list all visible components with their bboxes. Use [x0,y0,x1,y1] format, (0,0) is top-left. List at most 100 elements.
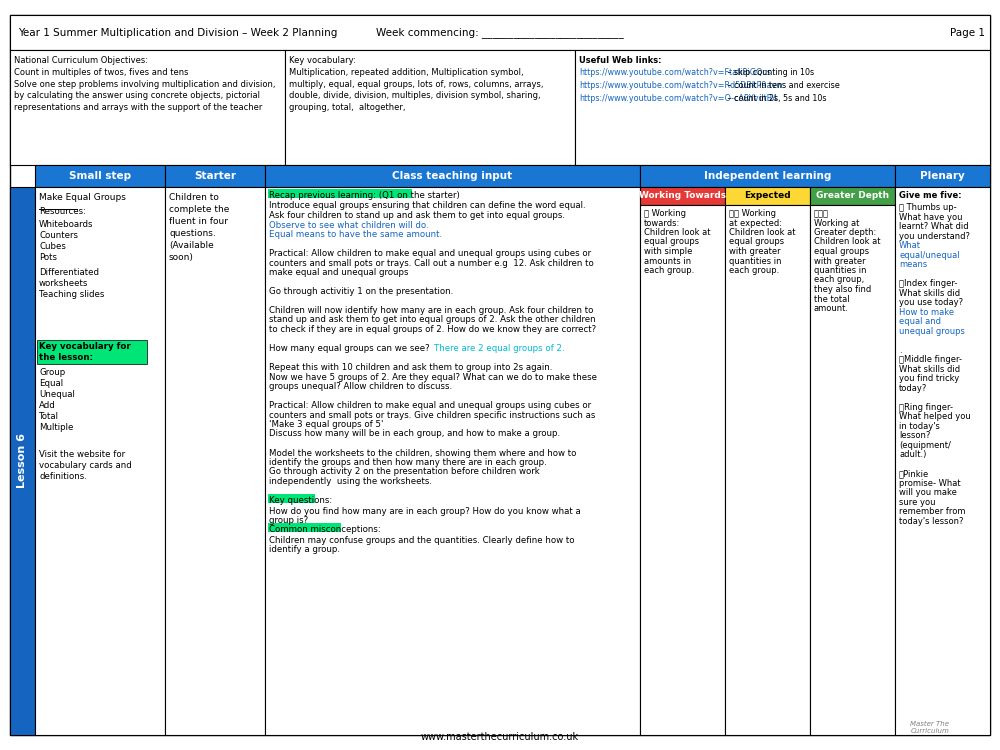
Text: – count in 2s, 5s and 10s: – count in 2s, 5s and 10s [725,94,827,103]
Bar [10,50,285,165]
Bar [268,188,412,198]
Text: Go through activity 2 on the presentation before children work: Go through activity 2 on the presentatio… [269,467,540,476]
Text: stand up and ask them to get into equal groups of 2. Ask the other children: stand up and ask them to get into equal … [269,316,596,325]
Text: each group,: each group, [814,275,864,284]
Bar [895,165,990,187]
Text: identify the groups and then how many there are in each group.: identify the groups and then how many th… [269,458,547,467]
Text: Model the worksheets to the children, showing them where and how to: Model the worksheets to the children, sh… [269,448,576,458]
Text: What have you: What have you [899,213,962,222]
Text: identify a group.: identify a group. [269,545,340,554]
Text: Unequal: Unequal [39,390,75,399]
Text: equal groups: equal groups [814,247,869,256]
Text: There are 2 equal groups of 2.: There are 2 equal groups of 2. [434,344,565,353]
Text: Starter: Starter [194,171,236,181]
Text: Resources:: Resources: [39,207,86,216]
Text: How do you find how many are in each group? How do you know what a: How do you find how many are in each gro… [269,506,581,515]
Bar [268,494,315,502]
Text: fluent in four: fluent in four [169,217,228,226]
Text: – count in tens and exercise: – count in tens and exercise [725,81,840,90]
Text: Lesson 6: Lesson 6 [17,433,27,488]
Text: Key questions:: Key questions: [269,496,332,505]
Text: 🧤Middle finger-: 🧤Middle finger- [899,356,962,364]
Text: Repeat this with 10 children and ask them to group into 2s again.: Repeat this with 10 children and ask the… [269,363,552,372]
Text: each group.: each group. [729,266,779,275]
Text: will you make: will you make [899,488,957,497]
Text: remember from: remember from [899,507,966,516]
Text: Children look at: Children look at [644,228,710,237]
Text: Greater depth:: Greater depth: [814,228,876,237]
Text: What skills did: What skills did [899,289,960,298]
Text: ⭐⭐⭐: ⭐⭐⭐ [814,209,829,218]
Text: Children look at: Children look at [729,228,796,237]
Text: lesson?: lesson? [899,431,930,440]
Text: vocabulary cards and: vocabulary cards and [39,461,132,470]
Text: in today's: in today's [899,422,940,430]
Text: complete the: complete the [169,205,229,214]
Text: Practical: Allow children to make equal and unequal groups using cubes or: Practical: Allow children to make equal … [269,401,591,410]
Bar [895,187,990,735]
Text: today's lesson?: today's lesson? [899,517,964,526]
Text: amount.: amount. [814,304,849,313]
Text: Cubes: Cubes [39,242,66,251]
Text: today?: today? [899,384,927,393]
Text: Observe to see what children will do.: Observe to see what children will do. [269,220,429,230]
Text: amounts in: amounts in [644,256,691,265]
Text: make equal and unequal groups: make equal and unequal groups [269,268,409,277]
Text: Children to: Children to [169,193,219,202]
Text: Make Equal Groups: Make Equal Groups [39,193,126,202]
Text: soon): soon) [169,253,194,262]
Text: Master The
Curriculum: Master The Curriculum [910,721,950,734]
Text: Year 1 Summer Multiplication and Division – Week 2 Planning: Year 1 Summer Multiplication and Divisio… [18,28,337,38]
Bar [810,187,895,205]
Bar [265,165,640,187]
Text: Independent learning: Independent learning [704,171,831,181]
Bar [35,165,165,187]
Text: unequal groups: unequal groups [899,327,965,336]
Text: quantities in: quantities in [814,266,866,275]
Text: Introduce equal groups ensuring that children can define the word equal.: Introduce equal groups ensuring that chi… [269,202,586,211]
Text: Give me five:: Give me five: [899,191,962,200]
Text: Week commencing: ___________________________: Week commencing: _______________________… [376,28,624,38]
Text: Add: Add [39,401,56,410]
Text: counters and small pots or trays. Call out a number e.g  12. Ask children to: counters and small pots or trays. Call o… [269,259,594,268]
Text: adult.): adult.) [899,450,926,459]
Text: Working Towards: Working Towards [639,191,726,200]
Text: Key vocabulary:
Multiplication, repeated addition, Multiplication symbol,
multip: Key vocabulary: Multiplication, repeated… [289,56,544,112]
Text: Practical: Allow children to make equal and unequal groups using cubes or: Practical: Allow children to make equal … [269,249,591,258]
Text: What skills did: What skills did [899,364,960,374]
Bar [575,50,990,165]
Text: (equipment/: (equipment/ [899,441,951,450]
Text: Class teaching input: Class teaching input [392,171,513,181]
Text: Equal means to have the same amount.: Equal means to have the same amount. [269,230,442,239]
Text: https://www.youtube.com/watch?v=Ftati8iGQcs: https://www.youtube.com/watch?v=Ftati8iG… [579,68,771,77]
Text: ⭐⭐ Working: ⭐⭐ Working [729,209,776,218]
Bar [165,165,265,187]
Text: Small step: Small step [69,171,131,181]
Text: Greater Depth: Greater Depth [816,191,889,200]
Text: (Available: (Available [169,241,214,250]
Text: Multiple: Multiple [39,423,73,432]
Text: you use today?: you use today? [899,298,963,307]
Text: Total: Total [39,412,59,421]
Text: ⭐ Working: ⭐ Working [644,209,686,218]
Bar [35,187,165,735]
Text: groups unequal? Allow children to discuss.: groups unequal? Allow children to discus… [269,382,452,391]
Text: Counters: Counters [39,231,78,240]
Text: Children look at: Children look at [814,238,881,247]
Text: .: . [899,346,902,355]
Text: 🧤Index finger-: 🧤Index finger- [899,279,957,288]
Text: Key vocabulary for: Key vocabulary for [39,342,131,351]
Text: the total: the total [814,295,850,304]
Bar [10,187,35,735]
Text: What helped you: What helped you [899,413,971,422]
Text: worksheets: worksheets [39,279,88,288]
Text: Group: Group [39,368,65,377]
Text: Pots: Pots [39,253,57,262]
Text: independently  using the worksheets.: independently using the worksheets. [269,477,432,486]
Bar [37,340,147,364]
Text: you find tricky: you find tricky [899,374,959,383]
Text: equal groups: equal groups [644,238,699,247]
Text: 🧤Pinkie: 🧤Pinkie [899,470,929,478]
Text: equal groups: equal groups [729,238,784,247]
Text: group is?: group is? [269,516,308,525]
